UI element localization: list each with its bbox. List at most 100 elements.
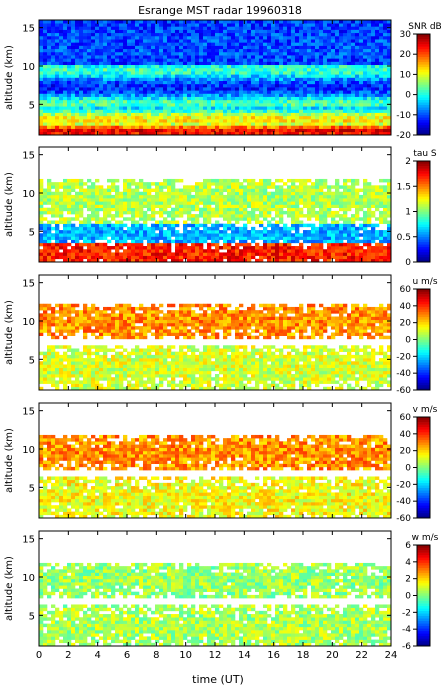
heatmap-cell — [343, 178, 348, 183]
heatmap-cell — [59, 103, 64, 107]
heatmap-cell — [251, 182, 256, 186]
heatmap-cell — [319, 83, 324, 88]
heatmap-cell — [59, 90, 64, 94]
heatmap-cell — [39, 204, 44, 208]
heatmap-cell — [311, 106, 316, 110]
heatmap-cell — [43, 42, 48, 46]
heatmap-cell — [255, 207, 260, 212]
heatmap-cell — [207, 58, 212, 62]
heatmap-cell — [279, 217, 284, 221]
heatmap-cell — [123, 35, 128, 40]
heatmap-cell — [151, 29, 156, 34]
heatmap-cell — [231, 210, 236, 215]
heatmap-cell — [295, 220, 300, 224]
heatmap-cell — [183, 48, 188, 53]
heatmap-cell — [175, 32, 180, 37]
heatmap-cell — [131, 119, 136, 123]
heatmap-cell — [287, 204, 292, 208]
heatmap-cell — [275, 71, 280, 75]
heatmap-cell — [275, 58, 280, 62]
heatmap-cell — [99, 55, 104, 59]
heatmap-cell — [287, 258, 292, 263]
heatmap-cell — [95, 23, 100, 27]
heatmap-cell — [39, 90, 44, 94]
heatmap-cell — [255, 77, 260, 81]
heatmap-cell — [375, 67, 380, 72]
heatmap-cell — [275, 220, 280, 224]
heatmap-cell — [239, 217, 244, 221]
heatmap-cell — [215, 119, 220, 123]
heatmap-cell — [287, 128, 292, 133]
heatmap-cell — [199, 83, 204, 88]
heatmap-cell — [227, 109, 232, 113]
heatmap-cell — [139, 35, 144, 40]
heatmap-cell — [171, 210, 176, 215]
heatmap-cell — [255, 249, 260, 253]
heatmap-cell — [103, 230, 108, 234]
heatmap-cell — [83, 64, 88, 69]
heatmap-cell — [283, 29, 288, 34]
heatmap-cell — [239, 103, 244, 107]
heatmap-cell — [171, 207, 176, 212]
heatmap-cell — [259, 249, 264, 253]
heatmap-cell — [311, 223, 316, 228]
heatmap-cell — [331, 45, 336, 50]
heatmap-cell — [299, 74, 304, 78]
heatmap-cell — [167, 80, 172, 85]
heatmap-cell — [83, 255, 88, 260]
heatmap-cell — [331, 61, 336, 66]
heatmap-cell — [91, 182, 96, 186]
heatmap-cell — [339, 77, 344, 81]
heatmap-cell — [319, 214, 324, 218]
heatmap-cell — [235, 32, 240, 37]
heatmap-cell — [263, 106, 268, 110]
heatmap-cell — [227, 115, 232, 120]
heatmap-cell — [263, 185, 268, 189]
heatmap-cell — [275, 87, 280, 91]
heatmap-cell — [367, 106, 372, 110]
heatmap-cell — [307, 51, 312, 56]
heatmap-cell — [183, 61, 188, 66]
heatmap-cell — [159, 207, 164, 212]
heatmap-cell — [87, 214, 92, 218]
heatmap-cell — [279, 67, 284, 72]
heatmap-cell — [119, 201, 124, 205]
heatmap-cell — [327, 32, 332, 37]
heatmap-cell — [91, 67, 96, 72]
heatmap-cell — [247, 220, 252, 224]
heatmap-cell — [271, 26, 276, 30]
heatmap-cell — [207, 119, 212, 123]
heatmap-cell — [123, 90, 128, 94]
heatmap-cell — [103, 112, 108, 117]
colorbar-swatch — [417, 41, 430, 45]
heatmap-cell — [323, 55, 328, 59]
heatmap-cell — [323, 214, 328, 218]
heatmap-cell — [243, 255, 248, 260]
heatmap-cell — [99, 217, 104, 221]
heatmap-cell — [291, 87, 296, 91]
heatmap-cell — [223, 239, 228, 244]
heatmap-cell — [111, 67, 116, 72]
heatmap-cell — [247, 125, 252, 129]
heatmap-cell — [83, 204, 88, 208]
heatmap-cell — [95, 106, 100, 110]
heatmap-cell — [347, 246, 352, 250]
heatmap-cell — [287, 194, 292, 199]
heatmap-cell — [295, 204, 300, 208]
heatmap-cell — [43, 74, 48, 78]
heatmap-cell — [167, 87, 172, 91]
heatmap-cell — [211, 51, 216, 56]
heatmap-cell — [127, 182, 132, 186]
heatmap-cell — [171, 45, 176, 50]
heatmap-cell — [279, 198, 284, 202]
heatmap-cell — [39, 214, 44, 218]
heatmap-cell — [275, 201, 280, 205]
heatmap-cell — [111, 83, 116, 88]
heatmap-cell — [95, 246, 100, 250]
heatmap-cell — [363, 61, 368, 66]
heatmap-cell — [235, 185, 240, 189]
heatmap-cell — [303, 178, 308, 183]
heatmap-cell — [243, 61, 248, 66]
